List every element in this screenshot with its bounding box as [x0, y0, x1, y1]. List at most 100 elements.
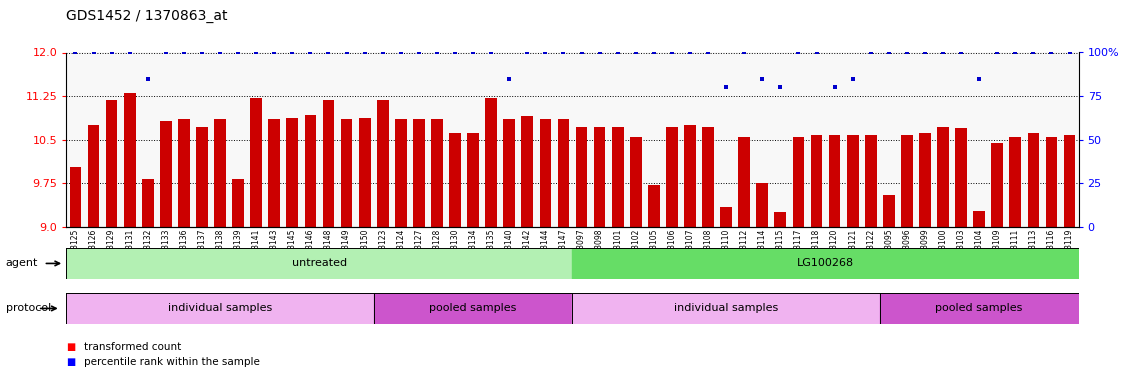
Bar [937, 127, 949, 227]
Text: protocol: protocol [6, 303, 52, 313]
Bar [395, 119, 406, 227]
Text: pooled samples: pooled samples [429, 303, 516, 313]
Bar [341, 119, 353, 227]
Point [591, 50, 609, 55]
Point [410, 50, 428, 55]
Point [898, 50, 916, 55]
Bar [576, 127, 587, 227]
Bar [1010, 137, 1021, 227]
Point [663, 50, 681, 55]
Bar [485, 98, 497, 227]
Bar [1064, 135, 1075, 227]
Bar [467, 133, 479, 227]
Bar [702, 127, 714, 227]
Point [464, 50, 482, 55]
Point [211, 50, 229, 55]
Bar [558, 119, 569, 227]
Point [717, 84, 735, 90]
Point [85, 50, 103, 55]
Bar [373, 292, 572, 324]
Bar [305, 115, 316, 227]
Bar [919, 133, 931, 227]
Bar [323, 100, 334, 227]
Point [120, 50, 139, 55]
Bar [449, 133, 461, 227]
Text: individual samples: individual samples [674, 303, 779, 313]
Point [698, 50, 717, 55]
Bar [539, 119, 551, 227]
Point [772, 84, 790, 90]
Point [1060, 50, 1079, 55]
Bar [70, 167, 81, 227]
Point [681, 50, 700, 55]
Text: GDS1452 / 1370863_at: GDS1452 / 1370863_at [66, 9, 228, 23]
Bar [792, 137, 804, 227]
Bar [666, 127, 678, 227]
Point [157, 50, 175, 55]
Bar [720, 207, 732, 227]
Text: transformed count: transformed count [84, 342, 181, 352]
Bar [847, 135, 859, 227]
Point [970, 76, 988, 82]
Point [951, 50, 970, 55]
Point [192, 50, 211, 55]
Bar [901, 135, 913, 227]
Point [988, 50, 1006, 55]
Point [139, 76, 157, 82]
Bar [973, 211, 985, 227]
Bar [864, 135, 877, 227]
Point [283, 50, 301, 55]
Point [879, 50, 898, 55]
Point [266, 50, 284, 55]
Point [1025, 50, 1043, 55]
Bar [1045, 137, 1057, 227]
Bar [377, 100, 388, 227]
Bar [214, 119, 226, 227]
Bar [829, 135, 840, 227]
Point [826, 84, 844, 90]
Point [645, 50, 663, 55]
Bar [251, 98, 262, 227]
Point [861, 50, 879, 55]
Bar [879, 292, 1079, 324]
Bar [611, 127, 624, 227]
Point [1042, 50, 1060, 55]
Point [355, 50, 373, 55]
Bar [739, 137, 750, 227]
Bar [413, 119, 425, 227]
Text: ■: ■ [66, 342, 76, 352]
Text: percentile rank within the sample: percentile rank within the sample [84, 357, 260, 367]
Bar [883, 195, 894, 227]
Bar [684, 125, 696, 227]
Bar [66, 248, 572, 279]
Bar [66, 292, 373, 324]
Point [445, 50, 464, 55]
Point [428, 50, 447, 55]
Point [572, 50, 591, 55]
Point [392, 50, 410, 55]
Point [916, 50, 934, 55]
Bar [431, 119, 443, 227]
Point [1006, 50, 1025, 55]
Point [338, 50, 356, 55]
Bar [955, 128, 968, 227]
Bar [232, 178, 244, 227]
Bar [774, 212, 787, 227]
Point [536, 50, 554, 55]
Bar [992, 142, 1003, 227]
Bar [88, 125, 100, 227]
Point [608, 50, 626, 55]
Bar [504, 119, 515, 227]
Text: untreated: untreated [292, 258, 347, 268]
Point [229, 50, 247, 55]
Text: pooled samples: pooled samples [935, 303, 1022, 313]
Point [102, 50, 120, 55]
Point [554, 50, 572, 55]
Bar [648, 185, 660, 227]
Point [844, 76, 862, 82]
Point [482, 50, 500, 55]
Bar [572, 248, 1079, 279]
Bar [196, 127, 208, 227]
Bar [358, 118, 371, 227]
Text: ■: ■ [66, 357, 76, 367]
